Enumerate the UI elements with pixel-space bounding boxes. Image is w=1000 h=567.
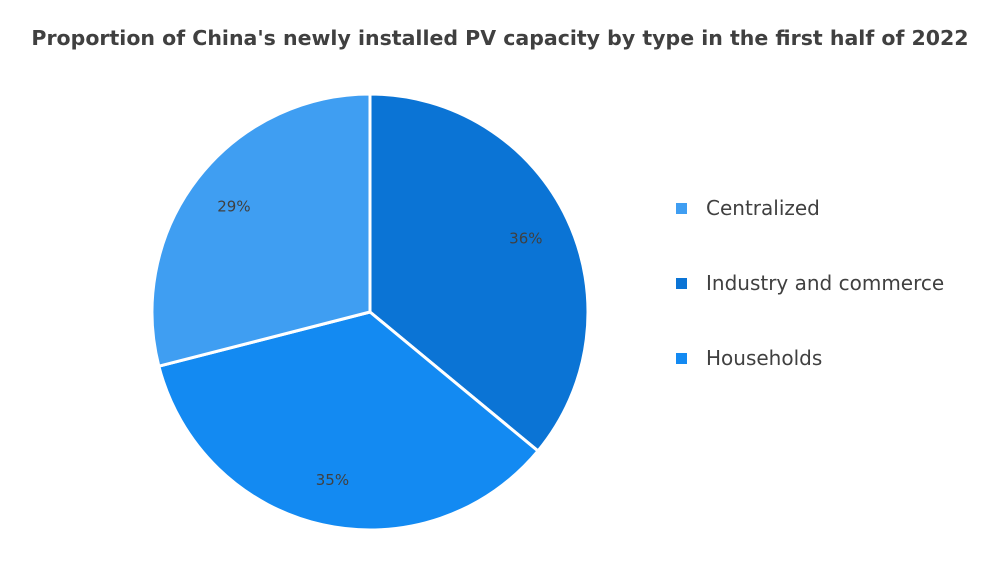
legend-swatch <box>676 352 687 364</box>
legend-item-households: Households <box>676 343 822 373</box>
pie-slice-industry-and-commerce <box>368 92 590 453</box>
legend-swatch <box>676 277 687 289</box>
legend-swatch <box>676 202 687 214</box>
data-label-centralized: 29% <box>217 197 250 215</box>
pie-slice-households <box>157 310 540 532</box>
legend-label: Households <box>706 346 823 370</box>
legend-label: Industry and commerce <box>706 271 945 295</box>
chart-title: Proportion of China's newly installed PV… <box>31 26 969 50</box>
pie-slice-centralized <box>150 92 372 368</box>
legend-item-industry-and-commerce: Industry and commerce <box>676 268 944 298</box>
data-label-industry-and-commerce: 36% <box>509 230 542 248</box>
data-label-households: 35% <box>316 471 349 489</box>
legend-label: Centralized <box>706 196 820 220</box>
legend-item-centralized: Centralized <box>676 193 820 223</box>
